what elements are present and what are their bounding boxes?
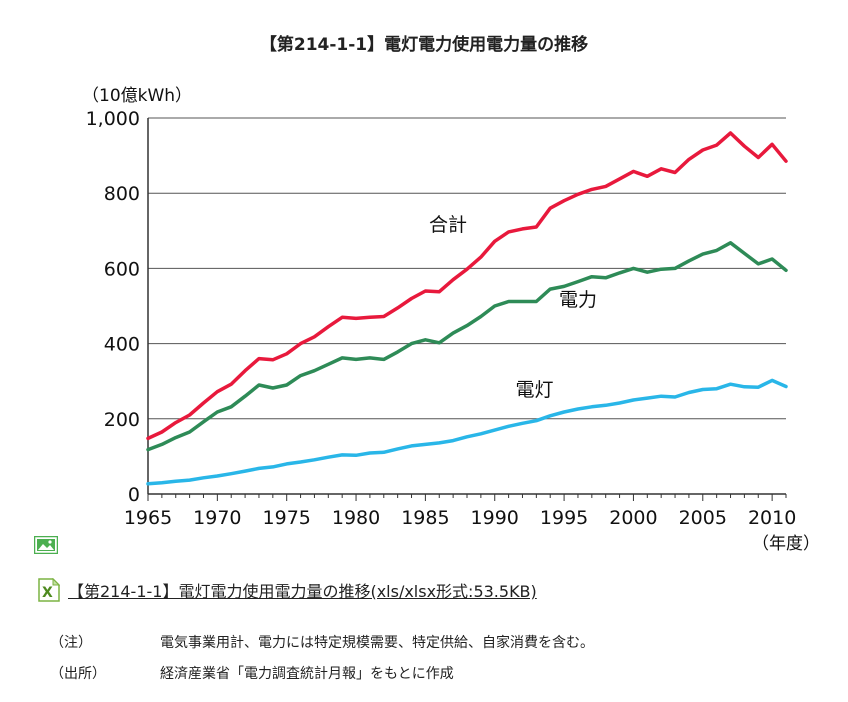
y-tick-label: 400 <box>104 334 140 356</box>
x-tick-label: 1980 <box>332 507 380 529</box>
source-label: （出所） <box>50 666 106 682</box>
series-line <box>146 131 788 441</box>
y-tick-labels: 0 200 400 600 800 1,000 <box>86 108 140 506</box>
image-icon[interactable] <box>33 535 59 555</box>
x-tick-label: 1985 <box>401 507 449 529</box>
svg-text:X: X <box>42 585 53 601</box>
series-line <box>146 241 788 452</box>
excel-download-link[interactable]: 【第214-1-1】電灯電力使用電力量の推移(xls/xlsx形式:53.5KB… <box>68 582 537 601</box>
y-tick-label: 600 <box>104 258 140 280</box>
note-text: 電気事業用計、電力には特定規模需要、特定供給、自家消費を含む。 <box>160 635 594 651</box>
excel-icon: X <box>38 577 61 602</box>
series-label: 合計 <box>429 214 467 236</box>
series-label: 電灯 <box>516 379 554 401</box>
x-tick-label: 2005 <box>679 507 727 529</box>
source-row: （出所） 経済産業省「電力調査統計月報」をもとに作成 <box>50 663 454 683</box>
x-tick-label: 2000 <box>609 507 657 529</box>
excel-download[interactable]: X 【第214-1-1】電灯電力使用電力量の推移(xls/xlsx形式:53.5… <box>38 577 537 602</box>
series-line <box>146 378 788 486</box>
x-tick-label: 1965 <box>124 507 172 529</box>
x-tick-label: 1975 <box>263 507 311 529</box>
series-label: 電力 <box>559 289 597 311</box>
y-tick-label: 1,000 <box>86 108 140 130</box>
note-row: （注） 電気事業用計、電力には特定規模需要、特定供給、自家消費を含む。 <box>50 632 594 652</box>
y-tick-label: 200 <box>104 409 140 431</box>
note-label: （注） <box>50 635 92 651</box>
chart-title: 【第214-1-1】電灯電力使用電力量の推移 <box>259 35 589 55</box>
x-tick-label: 1970 <box>193 507 241 529</box>
x-tick-label: 2010 <box>748 507 796 529</box>
y-unit-label: （10億kWh） <box>82 86 192 106</box>
source-text: 経済産業省「電力調査統計月報」をもとに作成 <box>160 666 454 682</box>
y-tick-label: 0 <box>128 484 140 506</box>
x-tick-labels: 1965 1970 1975 1980 1985 1990 1995 2000 2005 2010 <box>124 494 796 529</box>
series-lines <box>146 131 788 486</box>
y-tick-label: 800 <box>104 183 140 205</box>
x-tick-label: 1990 <box>471 507 519 529</box>
x-unit-label: （年度） <box>752 534 820 554</box>
x-tick-label: 1995 <box>540 507 588 529</box>
